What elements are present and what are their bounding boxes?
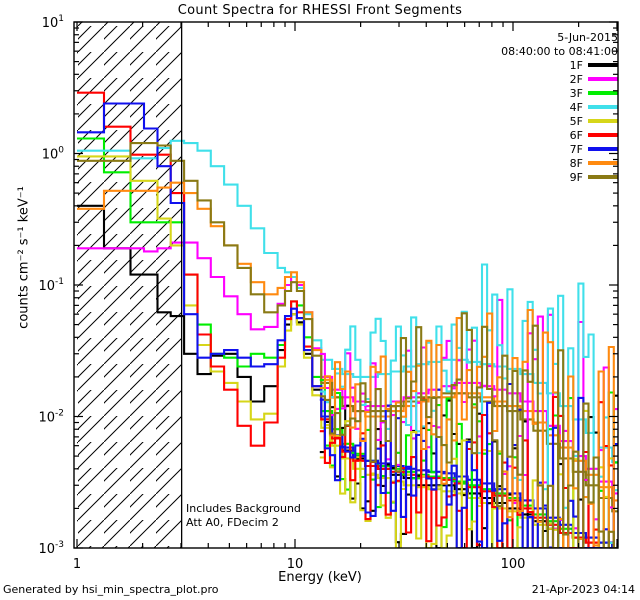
legend-swatch-icon: [588, 161, 618, 165]
series-line-9f: [77, 142, 618, 513]
annotation-attenuator-state: Att A0, FDecim 2: [186, 516, 279, 529]
legend-label: 8F: [569, 156, 583, 170]
annotation-includes-background: Includes Background: [186, 502, 301, 515]
legend-label: 9F: [569, 170, 583, 184]
series-noise-9f: [319, 312, 618, 548]
axis-ticks: [74, 21, 618, 549]
legend-swatch-icon: [588, 77, 618, 81]
footer-generator: Generated by hsi_min_spectra_plot.pro: [3, 583, 219, 596]
series-noise-8f: [319, 308, 618, 548]
hatched-low-energy-region: [77, 22, 182, 548]
legend-item-4f: 4F: [570, 100, 618, 114]
y-tick-label-2: 10-1: [38, 277, 64, 294]
legend-item-6f: 6F: [570, 128, 618, 142]
legend-swatch-icon: [588, 119, 618, 123]
legend-swatch-icon: [588, 91, 618, 95]
y-tick-label-4: 10-3: [38, 540, 64, 557]
y-tick-label-0: 101: [42, 14, 64, 31]
legend-item-5f: 5F: [570, 114, 618, 128]
series-noise-7f: [319, 382, 618, 548]
legend-item-2f: 2F: [570, 72, 618, 86]
legend-label: 2F: [569, 72, 583, 86]
legend-swatch-icon: [588, 175, 618, 179]
legend-label: 4F: [569, 100, 583, 114]
x-tick-label-10: 10: [287, 557, 304, 572]
x-tick-label-1: 1: [73, 557, 81, 572]
observation-date: 5-Jun-2015: [557, 31, 618, 44]
legend-item-9f: 9F: [570, 170, 618, 184]
legend-item-3f: 3F: [570, 86, 618, 100]
legend-label: 1F: [569, 58, 583, 72]
legend-item-8f: 8F: [570, 156, 618, 170]
legend-label: 3F: [569, 86, 583, 100]
legend-swatch-icon: [588, 105, 618, 109]
legend-swatch-icon: [588, 147, 618, 151]
y-tick-label-1: 100: [42, 146, 65, 163]
footer-timestamp: 21-Apr-2023 04:14: [531, 583, 635, 596]
series-noise-6f: [319, 395, 618, 548]
observation-time-range: 08:40:00 to 08:41:00: [501, 45, 618, 58]
series-noise-5f: [319, 409, 618, 548]
legend-swatch-icon: [588, 63, 618, 67]
legend-label: 5F: [569, 114, 583, 128]
x-axis-label: Energy (keV): [278, 570, 362, 585]
data-series-group: [77, 91, 618, 548]
x-tick-label-100: 100: [501, 557, 526, 572]
legend-swatch-icon: [588, 133, 618, 137]
legend-label: 6F: [569, 128, 583, 142]
legend-label: 7F: [569, 142, 583, 156]
legend-item-7f: 7F: [570, 142, 618, 156]
legend: 1F 2F 3F 4F 5F 6F 7F 8F 9F: [570, 58, 618, 184]
y-tick-label-3: 10-2: [38, 409, 64, 426]
page-title: Count Spectra for RHESSI Front Segments: [177, 3, 463, 18]
legend-item-1f: 1F: [570, 58, 618, 72]
